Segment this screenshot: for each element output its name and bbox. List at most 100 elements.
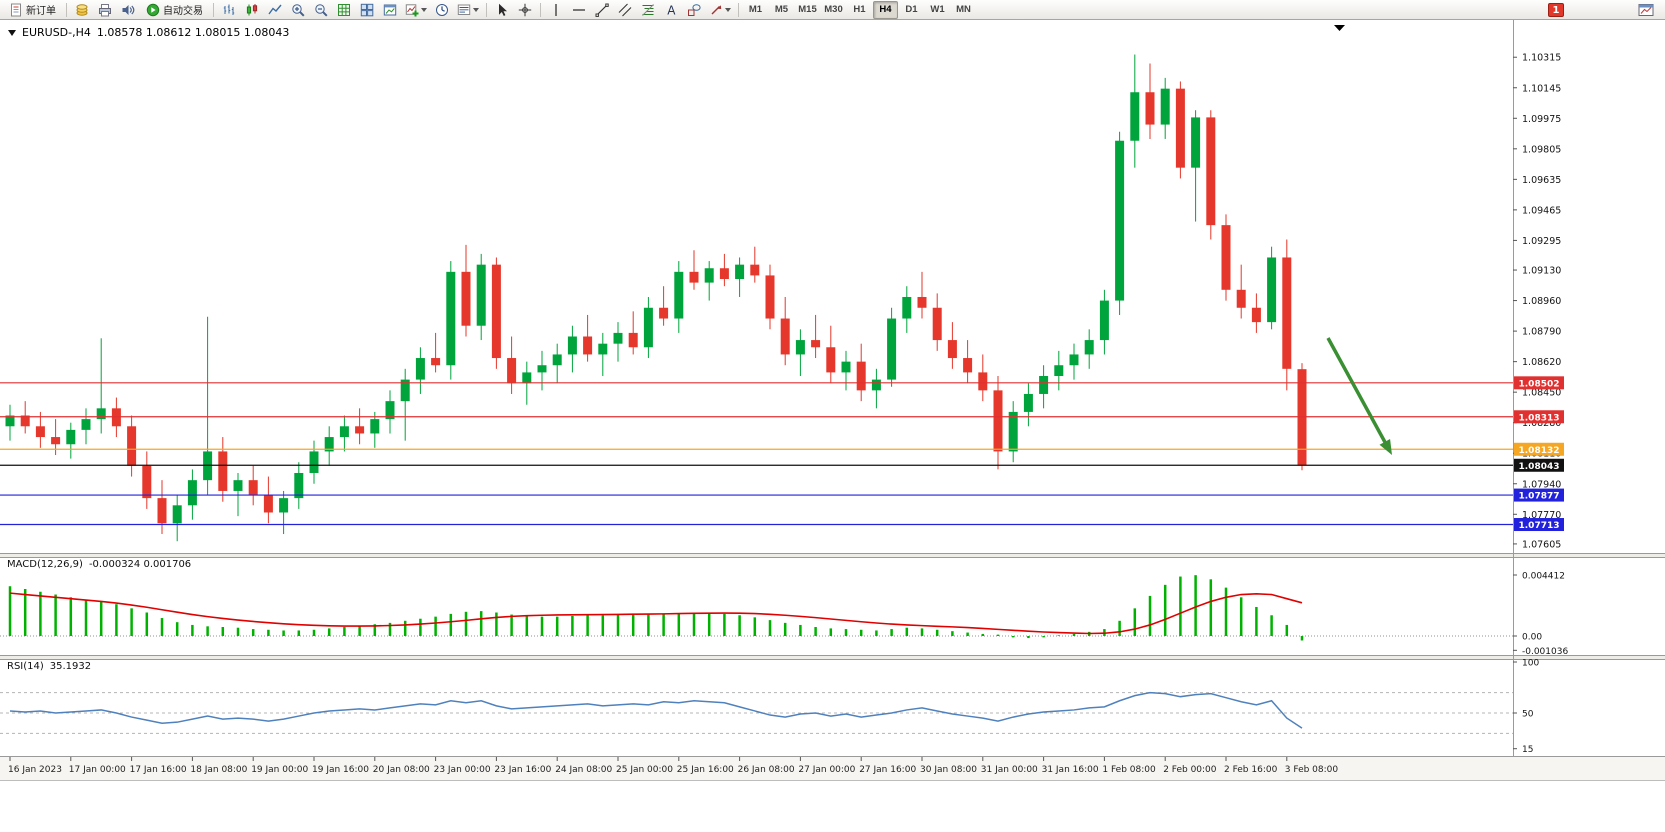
text-tool-icon: A: [667, 3, 676, 17]
printer-icon: [99, 3, 111, 16]
candle-body: [978, 372, 988, 391]
shapes-button[interactable]: [683, 1, 705, 19]
sound-button[interactable]: [117, 1, 139, 19]
candle-body: [491, 264, 501, 359]
price-axis-label: 1.09465: [1522, 205, 1561, 216]
line-chart-icon: [268, 4, 282, 14]
vertical-line-button[interactable]: [545, 1, 567, 19]
rsi-axis-label: 50: [1522, 710, 1534, 720]
new-order-button[interactable]: 新订单: [3, 1, 62, 19]
fibonacci-button[interactable]: [637, 1, 659, 19]
vertical-line-icon: [555, 3, 557, 16]
timeframe-m5[interactable]: M5: [769, 1, 794, 19]
period-clock-button[interactable]: [431, 1, 453, 19]
tile-windows-button[interactable]: [356, 1, 378, 19]
favorites-button[interactable]: [71, 1, 93, 19]
arrows-tool-button[interactable]: [706, 1, 734, 19]
toolbar-separator: [738, 2, 739, 17]
candle-body: [826, 347, 836, 373]
zoom-in-button[interactable]: [287, 1, 309, 19]
timeframe-h1[interactable]: H1: [847, 1, 872, 19]
horizontal-line-button[interactable]: [568, 1, 590, 19]
chart-window-button[interactable]: [379, 1, 401, 19]
timeframe-m1[interactable]: M1: [743, 1, 768, 19]
crosshair-button[interactable]: [514, 1, 536, 19]
candlestick-chart-button[interactable]: [241, 1, 263, 19]
time-axis-label: 25 Jan 16:00: [677, 765, 734, 775]
time-axis-label: 23 Jan 16:00: [494, 765, 551, 775]
chevron-down-icon: [421, 7, 427, 12]
candle-body: [415, 358, 425, 380]
candle-body: [1267, 257, 1277, 323]
chart-quote: EURUSD-,H4 1.08578 1.08612 1.08015 1.080…: [8, 26, 289, 39]
price-axis-label: 1.08450: [1522, 388, 1561, 399]
candle-body: [431, 358, 441, 366]
toolbar-separator: [486, 2, 487, 17]
chevron-down-icon: [473, 7, 479, 12]
candle-body: [1023, 393, 1033, 412]
price-axis-label: 1.08960: [1522, 296, 1561, 307]
candle-body: [1069, 354, 1079, 366]
zoom-out-button[interactable]: [310, 1, 332, 19]
timeframe-m30[interactable]: M30: [821, 1, 846, 19]
channel-button[interactable]: [614, 1, 636, 19]
candle-body: [1008, 411, 1018, 452]
time-axis-label: 30 Jan 08:00: [920, 765, 977, 775]
shapes-icon: [688, 3, 701, 16]
notification-badge[interactable]: 1: [1548, 2, 1564, 17]
candle-body: [355, 426, 365, 434]
print-button[interactable]: [94, 1, 116, 19]
candle-body: [932, 307, 942, 341]
candle-body: [537, 365, 547, 373]
timeframe-m15[interactable]: M15: [795, 1, 820, 19]
rsi-axis-label: 100: [1522, 659, 1539, 669]
time-axis-label: 20 Jan 08:00: [373, 765, 430, 775]
candle-body: [400, 379, 410, 402]
time-axis-label: 19 Jan 00:00: [251, 765, 308, 775]
candle-body: [461, 271, 471, 326]
candle-body: [628, 332, 638, 348]
time-axis-strip: [0, 757, 1665, 780]
candle-body: [780, 318, 790, 355]
indicators-add-icon: [405, 3, 419, 16]
panel-toggle-icon[interactable]: [1638, 3, 1654, 17]
cursor-button[interactable]: [491, 1, 513, 19]
cursor-icon: [499, 3, 507, 16]
symbol-dropdown-icon[interactable]: [8, 29, 16, 36]
price-axis-label: 1.07940: [1522, 479, 1561, 490]
grid-button[interactable]: [333, 1, 355, 19]
timeframe-w1[interactable]: W1: [925, 1, 950, 19]
line-chart-button[interactable]: [264, 1, 286, 19]
bar-chart-button[interactable]: [218, 1, 240, 19]
trendline-button[interactable]: [591, 1, 613, 19]
chart-canvas[interactable]: 1.10315 1.10145 1.09975 1.09805 1.09635 1.094…: [0, 20, 1665, 832]
time-axis-label: 2 Feb 16:00: [1224, 765, 1278, 775]
indicators-button[interactable]: [402, 1, 430, 19]
candle-body: [339, 426, 349, 438]
trend-arrow-head: [1379, 438, 1392, 455]
timeframe-d1[interactable]: D1: [899, 1, 924, 19]
symbol-period-label: EURUSD-,H4: [22, 26, 91, 39]
timeframe-h4[interactable]: H4: [873, 0, 898, 19]
auto-trading-button[interactable]: 自动交易: [140, 1, 209, 19]
chevron-down-icon: [725, 7, 731, 12]
price-line-badge: [1514, 376, 1564, 390]
macd-axis-label: -0.001036: [1522, 647, 1568, 657]
text-tool-button[interactable]: A: [660, 1, 682, 19]
candle-body: [248, 480, 258, 495]
templates-icon: [457, 4, 471, 15]
time-axis-label: 25 Jan 00:00: [616, 765, 673, 775]
time-axis-label: 16 Jan 2023: [8, 765, 62, 775]
macd-values: -0.000324 0.001706: [88, 559, 192, 570]
candle-body: [1054, 365, 1064, 376]
rsi-value: 35.1932: [49, 661, 92, 672]
candle-body: [294, 472, 304, 499]
candle-body: [127, 426, 137, 466]
price-axis-label: 1.10145: [1522, 83, 1561, 94]
templates-button[interactable]: [454, 1, 482, 19]
timeframe-mn[interactable]: MN: [951, 1, 976, 19]
candle-body: [1084, 340, 1094, 355]
candle-body: [1282, 257, 1292, 369]
new-order-label: 新订单: [26, 6, 56, 17]
